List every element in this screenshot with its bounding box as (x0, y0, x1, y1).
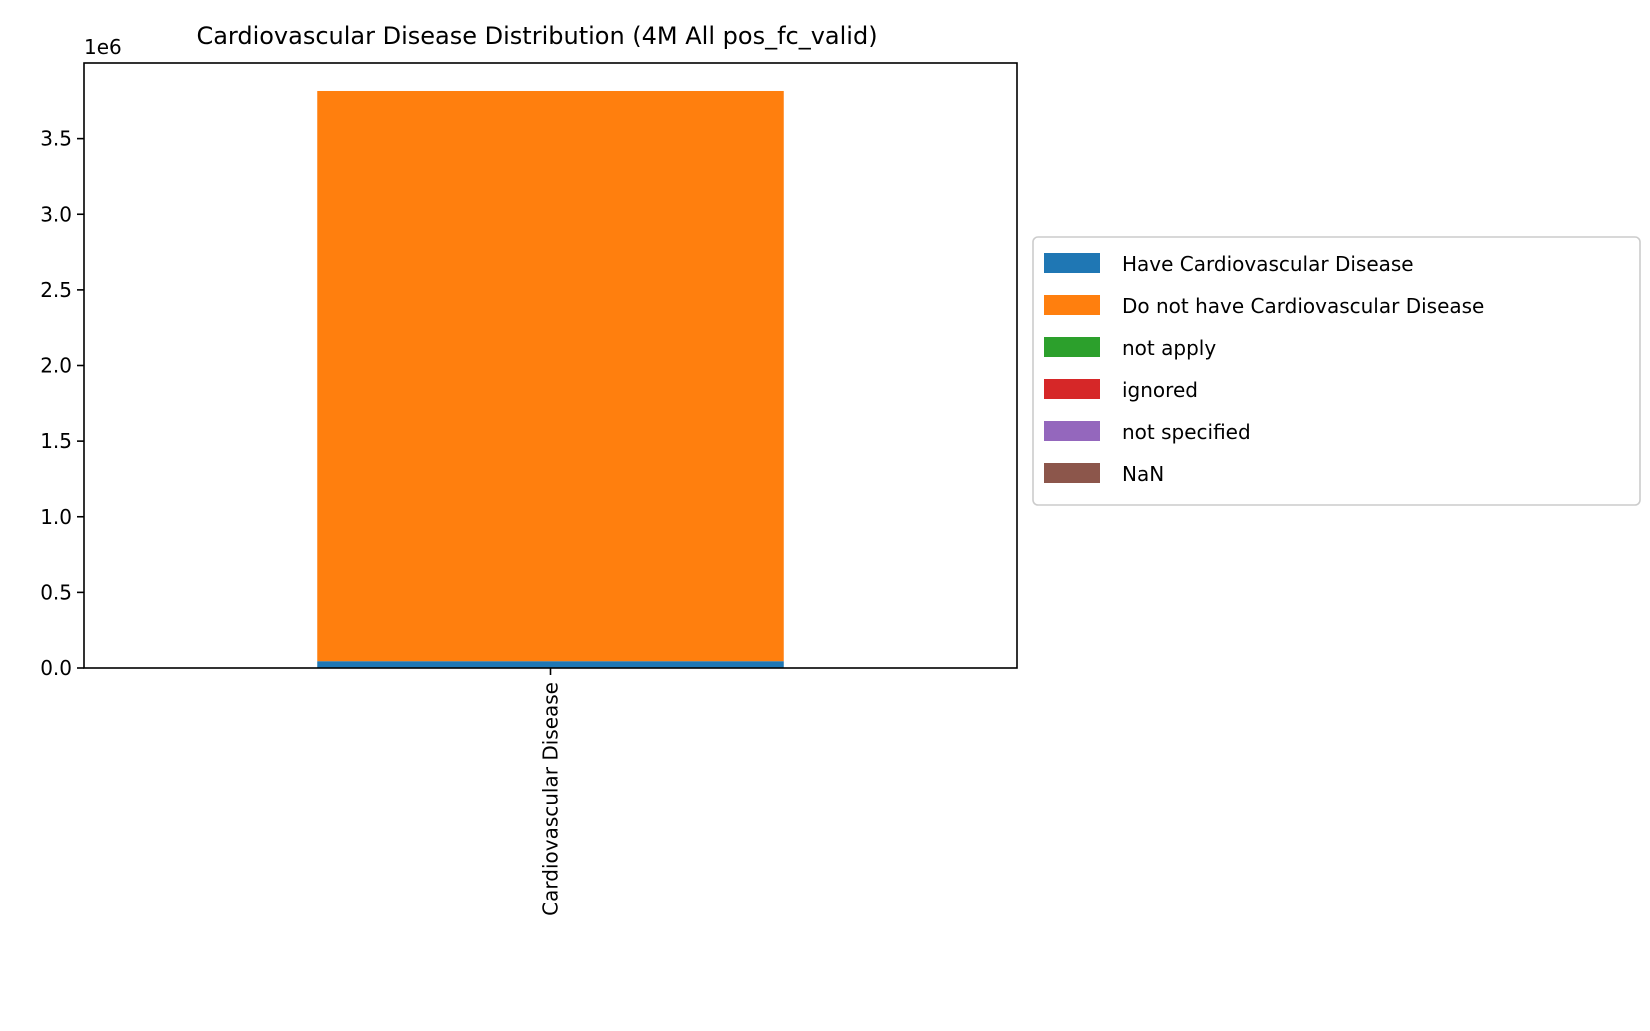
offset-label: 1e6 (84, 35, 122, 59)
legend-swatch (1044, 253, 1100, 273)
y-tick-label: 2.0 (40, 354, 72, 378)
legend-swatch (1044, 337, 1100, 357)
y-tick-label: 0.0 (40, 656, 72, 680)
y-tick-label: 0.5 (40, 580, 72, 604)
bars (317, 90, 784, 668)
y-tick-label: 1.0 (40, 505, 72, 529)
y-tick-label: 2.5 (40, 278, 72, 302)
legend-label: not apply (1122, 336, 1216, 360)
legend-swatch (1044, 295, 1100, 315)
x-tick-label: Cardiovascular Disease (539, 682, 563, 916)
legend-label: Have Cardiovascular Disease (1122, 252, 1414, 276)
legend-box (1032, 236, 1641, 506)
bar-segment-have-cardiovascular-disease (317, 661, 784, 668)
plot-frame (83, 62, 1018, 669)
legend-label: NaN (1122, 462, 1164, 486)
legend-swatch (1044, 463, 1100, 483)
chart-title: Cardiovascular Disease Distribution (4M … (196, 22, 877, 50)
legend: Have Cardiovascular Disease Do not have C… (1032, 236, 1641, 506)
y-axis: 0.0 0.5 1.0 1.5 2.0 2.5 3.0 3.5 (40, 127, 84, 680)
legend-label: ignored (1122, 378, 1198, 402)
y-tick-label: 3.0 (40, 202, 72, 226)
y-tick-label: 1.5 (40, 429, 72, 453)
x-axis: Cardiovascular Disease (539, 668, 563, 916)
bar-segment-do-not-have-cardiovascular-disease (317, 90, 784, 662)
y-tick-label: 3.5 (40, 127, 72, 151)
legend-label: Do not have Cardiovascular Disease (1122, 294, 1484, 318)
legend-label: not specified (1122, 420, 1251, 444)
legend-swatch (1044, 379, 1100, 399)
legend-swatch (1044, 421, 1100, 441)
